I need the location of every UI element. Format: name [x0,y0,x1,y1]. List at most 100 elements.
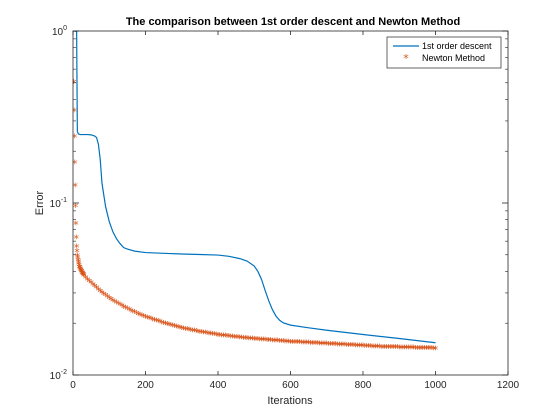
series-marker-newton-method: * [159,317,165,330]
x-tick-label: 1200 [497,380,520,391]
series-marker-newton-method: * [197,327,203,340]
series-marker-newton-method: * [117,300,123,313]
x-tick-label: 1000 [424,380,447,391]
series-marker-newton-method: * [72,157,78,170]
series-marker-newton-method: * [107,293,113,306]
legend-label-1st-order-descent: 1st order descent [422,41,492,51]
series-marker-newton-method: * [175,322,181,335]
series-marker-newton-method: * [362,341,368,354]
series-marker-newton-method: * [88,278,94,291]
series-marker-newton-method: * [418,343,424,356]
series-marker-newton-method: * [398,342,404,355]
series-marker-newton-method: * [326,339,332,352]
series-marker-newton-method: * [275,336,281,349]
series-marker-newton-method: * [132,307,138,320]
series-marker-newton-method: * [422,343,428,356]
series-marker-newton-method: * [299,337,305,350]
series-marker-newton-method: * [302,338,308,351]
series-marker-newton-method: * [105,292,111,305]
series-marker-newton-method: * [96,284,102,297]
series-marker-newton-method: * [155,316,161,329]
series-marker-newton-method: * [304,338,310,351]
legend-label-newton-method: Newton Method [422,53,485,63]
series-marker-newton-method: * [226,331,232,344]
series-marker-newton-method: * [320,339,326,352]
series-marker-newton-method: * [145,312,151,325]
series-layer: ****************************************… [72,31,439,356]
series-marker-newton-method: * [78,264,84,277]
series-marker-newton-method: * [328,339,334,352]
series-marker-newton-method: * [201,327,207,340]
series-marker-newton-method: * [424,343,430,356]
series-marker-newton-method: * [342,340,348,353]
series-marker-newton-method: * [157,317,163,330]
series-marker-newton-method: * [75,250,81,263]
series-marker-newton-method: * [386,342,392,355]
x-tick-label: 800 [355,380,372,391]
series-marker-newton-method: * [92,281,98,294]
series-marker-newton-method: * [94,283,100,296]
series-marker-newton-method: * [110,295,116,308]
series-marker-newton-method: * [331,339,337,352]
series-marker-newton-method: * [337,339,343,352]
series-marker-newton-method: * [409,343,415,356]
series-marker-newton-method: * [199,327,205,340]
series-marker-newton-method: * [322,339,328,352]
series-marker-newton-method: * [77,263,83,276]
series-marker-newton-method: * [371,341,377,354]
series-marker-newton-method: * [73,218,79,231]
series-marker-newton-method: * [143,312,149,325]
series-marker-newton-method: * [75,253,81,266]
series-marker-newton-method: * [420,343,426,356]
series-marker-newton-method: * [81,270,87,283]
series-marker-newton-method: * [407,343,413,356]
series-marker-newton-method: * [431,343,437,356]
series-marker-newton-method: * [154,316,160,329]
series-marker-newton-method: * [165,319,171,332]
series-marker-newton-method: * [183,324,189,337]
series-marker-newton-method: * [300,337,306,350]
series-marker-newton-method: * [161,318,167,331]
series-marker-newton-method: * [233,332,239,345]
series-marker-newton-method: * [217,330,223,343]
series-marker-newton-method: * [389,342,395,355]
series-marker-newton-method: * [348,340,354,353]
series-marker-newton-method: * [150,314,156,327]
series-marker-newton-method: * [353,340,359,353]
series-marker-newton-method: * [429,343,435,356]
series-marker-newton-method: * [170,321,176,334]
series-marker-newton-method: * [310,338,316,351]
series-marker-newton-method: * [378,342,384,355]
series-marker-newton-method: * [208,329,214,342]
series-marker-newton-method: * [426,343,432,356]
series-marker-newton-method: * [79,267,85,280]
series-marker-newton-method: * [358,341,364,354]
series-marker-newton-method: * [395,342,401,355]
series-marker-newton-method: * [76,258,82,271]
series-marker-newton-method: * [266,335,272,348]
series-marker-newton-method: * [168,320,174,333]
series-marker-newton-method: * [360,341,366,354]
series-marker-newton-method: * [413,343,419,356]
series-marker-newton-method: * [244,333,250,346]
series-marker-newton-method: * [215,330,221,343]
series-marker-newton-method: * [286,337,292,350]
x-tick-label: 400 [210,380,227,391]
series-marker-newton-method: * [203,328,209,341]
series-marker-newton-method: * [242,333,248,346]
series-marker-newton-method: * [181,323,187,336]
series-marker-newton-method: * [297,337,303,350]
x-tick-label: 600 [282,380,299,391]
series-marker-newton-method: * [375,342,381,355]
series-marker-newton-method: * [192,326,198,339]
series-line-1st-order-descent [73,31,436,344]
series-marker-newton-method: * [137,310,143,323]
series-marker-newton-method: * [184,324,190,337]
series-marker-newton-method: * [80,269,86,282]
series-marker-newton-method: * [261,335,267,348]
series-marker-newton-method: * [99,287,105,300]
series-marker-newton-method: * [139,310,145,323]
series-marker-newton-method: * [257,334,263,347]
series-marker-newton-method: * [116,299,122,312]
series-marker-newton-method: * [377,342,383,355]
